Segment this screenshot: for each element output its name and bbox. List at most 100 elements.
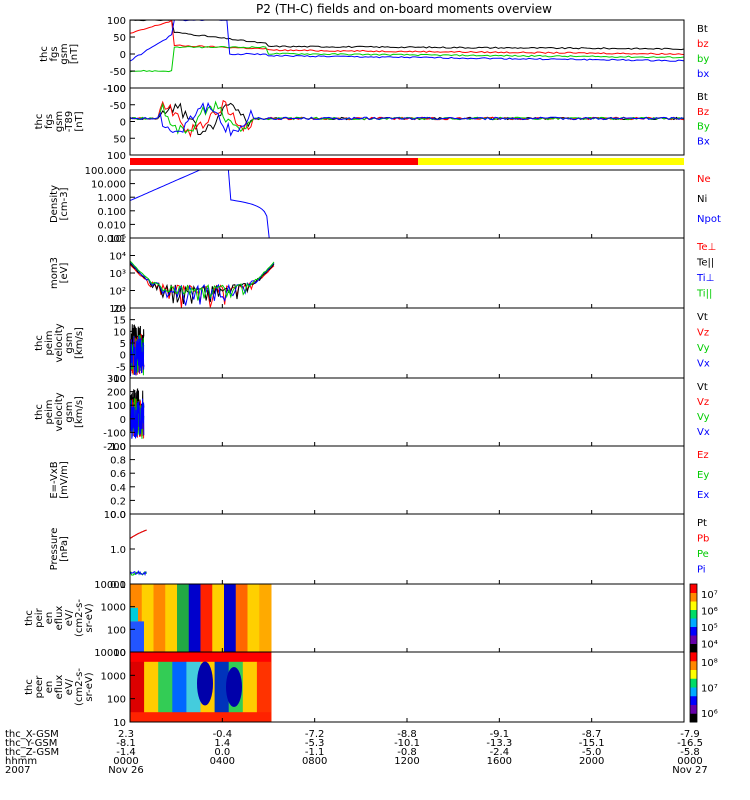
ephemeris-x-value: -0.4 (213, 729, 233, 740)
colorbar-segment (690, 713, 697, 723)
y-tick-label: 100 (107, 695, 126, 706)
ephemeris-label: thc_Z-GSM (5, 747, 59, 758)
x-tick-label: 0000 (677, 756, 702, 767)
y-axis-label: Pressure[nPa] (49, 528, 70, 571)
legend-vy: Vy (697, 343, 710, 354)
spectrogram-cell (130, 621, 144, 652)
y-axis-label: mom3[eV] (49, 257, 70, 289)
series-line-blue (129, 570, 147, 577)
colorbar-tick: 10⁸ (701, 658, 718, 669)
date-label: Nov 27 (672, 765, 707, 776)
legend-ex: Ex (697, 490, 709, 501)
spectrogram-cell (158, 652, 173, 722)
panel-frame (129, 377, 685, 447)
panel-temp: 10⁵ 10⁴ 10³ 10² 10¹ mom3[eV] Te⊥ Te|| Ti⊥ Ti|| (49, 234, 716, 315)
y-axis-label-line: thc (24, 679, 35, 695)
y-tick-label: 5 (120, 339, 126, 350)
y-axis-label-line: fgs (49, 46, 60, 61)
y-axis-label-line: E=-VxB (49, 461, 60, 498)
ephemeris-x-value: -8.7 (582, 729, 602, 740)
ephemeris-x-value: -8.8 (397, 729, 417, 740)
y-axis-label: thcpeerenefluxeV/(cm2-s-sr-eV) (24, 668, 95, 706)
y-axis-label-line: peim (44, 330, 55, 355)
ephemeris-y-value: -8.1 (116, 738, 136, 749)
panel-frame (129, 87, 685, 156)
ephemeris-label: thc_X-GSM (5, 729, 59, 740)
legend-te: Te|| (696, 258, 714, 269)
y-axis-label-line: eV/ (64, 609, 75, 626)
y-tick-label: 10¹ (109, 304, 126, 315)
spectrogram-cell (214, 652, 230, 722)
ephemeris-y-value: -16.5 (677, 738, 703, 749)
y-axis-label-line: [eV] (59, 263, 70, 284)
y-tick-label: -100 (103, 84, 126, 95)
y-axis-label-line: [nT] (69, 44, 80, 64)
y-axis-label-line: [nT] (74, 111, 85, 131)
legend-ne: Ne (697, 174, 711, 185)
legend-ez: Ez (697, 450, 709, 461)
y-tick-label: 0 (120, 351, 126, 362)
x-tick-label: 0800 (302, 756, 327, 767)
ephemeris-y-value: -10.1 (394, 738, 420, 749)
y-axis-label-line: gsm (64, 401, 75, 422)
y-tick-label: 0 (120, 50, 126, 61)
quality-bar-yellow (418, 158, 684, 165)
y-tick-label: 10.000 (91, 180, 126, 191)
colorbar-segment (690, 609, 697, 619)
ephemeris-x-value: -9.1 (490, 729, 510, 740)
y-axis-label: thcpeimvelocitygsm[km/s] (34, 392, 85, 431)
colorbar-tick: 10⁷ (701, 590, 718, 601)
y-axis-label-line: -T89 (64, 111, 75, 133)
y-axis-label-line: [km/s] (74, 396, 85, 428)
legend-pe: Pe (697, 549, 709, 560)
y-axis-label-line: en (44, 681, 55, 694)
x-tick-label: 2000 (579, 756, 604, 767)
legend-ti: Ti⊥ (696, 273, 714, 284)
ephemeris-y-value: -13.3 (486, 738, 512, 749)
legend-ti: Ti|| (696, 289, 712, 300)
y-tick-label: 10⁵ (109, 234, 126, 245)
y-tick-label: 0.001 (97, 234, 126, 245)
series-line-black (129, 19, 685, 51)
legend-by: By (697, 122, 710, 133)
spectrogram-cell (197, 661, 213, 706)
y-tick-label: 10² (109, 287, 126, 298)
y-tick-label: 50 (113, 33, 126, 44)
colorbar-segment (690, 592, 697, 602)
y-tick-label: 100.000 (85, 166, 126, 177)
ephemeris-table: thc_X-GSMthc_Y-GSMthc_Z-GSMhhmm20072.3-8… (5, 729, 708, 776)
y-tick-label: -100 (103, 84, 126, 95)
colorbar-segment (690, 652, 697, 662)
y-axis-label-line: [cm-3] (59, 187, 70, 220)
y-tick-label: 100 (107, 16, 126, 27)
colorbar-segment (690, 678, 697, 688)
panel-pressure: 10.0 1.0 0.1 Pressure[nPa] Pt Pb Pe Pi (49, 510, 709, 591)
panel-frame (129, 513, 685, 585)
y-tick-label: 10 (113, 718, 126, 729)
legend-bz: bz (697, 39, 709, 50)
y-tick-label: 300 (107, 374, 126, 385)
legend-pb: Pb (697, 534, 709, 545)
spectrogram-cell (242, 652, 258, 722)
legend-ey: Ey (697, 470, 709, 481)
legend-te: Te⊥ (696, 242, 716, 253)
colorbar-segment (690, 660, 697, 670)
spectrogram-cell (130, 607, 138, 622)
series-line-red (129, 19, 685, 56)
y-axis-label: thcpeimvelocitygsm[km/s] (34, 323, 85, 362)
ephemeris-x-value: 2.3 (118, 729, 134, 740)
series-line-green (129, 260, 275, 301)
y-tick-label: 10000 (94, 580, 126, 591)
y-tick-label: 0.2 (110, 496, 126, 507)
ephemeris-z-value: -1.4 (116, 747, 136, 758)
legend-bt: Bt (697, 24, 708, 35)
series-line-blue (129, 398, 145, 439)
ephemeris-z-value: -5.8 (680, 747, 700, 758)
y-tick-label: 0.4 (110, 483, 126, 494)
spectrogram-cell (130, 712, 271, 722)
y-tick-label: 20 (113, 304, 126, 315)
y-axis-label-line: en (44, 612, 55, 625)
ephemeris-y-value: -15.1 (579, 738, 605, 749)
colorbar-segment (690, 618, 697, 627)
colorbar-tick: 10⁷ (701, 684, 718, 695)
